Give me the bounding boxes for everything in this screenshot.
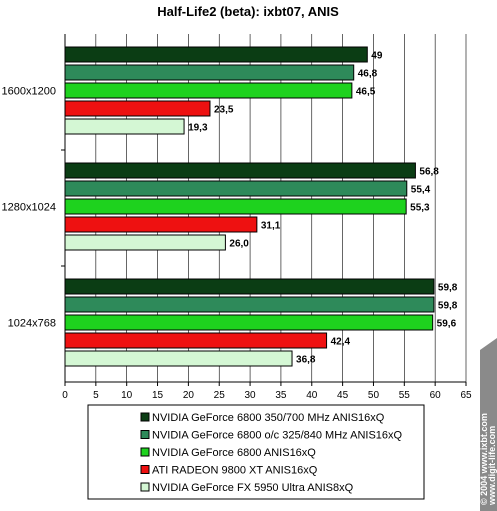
bar [64,350,293,367]
data-label: 36,8 [296,355,316,366]
legend-swatch [140,482,150,492]
legend-swatch [140,465,150,474]
bar [64,100,211,117]
x-tick-label: 50 [368,390,380,401]
watermark-text: © 2004 www.ixbt.com [479,413,489,505]
x-tick-label: 45 [337,390,349,401]
x-tick-label: 35 [275,390,287,401]
x-tick-label: 60 [430,390,442,401]
data-label: 31,1 [261,221,281,232]
bar [64,296,435,313]
data-label: 55,3 [410,203,430,214]
x-tick-label: 30 [245,390,257,401]
bar [64,198,407,215]
data-label: 42,4 [331,337,351,348]
bar [64,82,353,99]
data-label: 26,0 [229,239,249,250]
bar [64,332,328,349]
legend-entry: NVIDIA GeForce 6800 o/c 325/840 MHz ANIS… [152,430,403,442]
data-label: 46,8 [358,69,378,80]
data-label: 23,5 [214,105,234,116]
data-label: 59,8 [438,301,458,312]
legend-swatch [140,430,150,439]
bar [64,180,408,197]
x-tick-label: 15 [152,390,164,401]
x-tick-label: 25 [214,390,226,401]
data-label: 46,5 [356,87,376,98]
bar [64,278,435,295]
x-tick-label: 20 [183,390,195,401]
legend-entry: NVIDIA GeForce FX 5950 Ultra ANIS8xQ [152,482,354,494]
axes: 0 5 10 15 20 25 30 35 40 45 50 55 60 65 1600x1200 1280x… [2,34,472,401]
data-label: 56,8 [419,167,439,178]
x-tick-label: 5 [93,390,99,401]
legend: NVIDIA GeForce 6800 350/700 MHz ANIS16xQ… [87,404,425,500]
chart-title: Half-Life2 (beta): ixbt07, ANIS [157,4,339,19]
category-label: 1600x1200 [2,86,56,98]
legend-entry: NVIDIA GeForce 6800 ANIS16xQ [152,447,316,459]
bar [64,314,434,331]
data-label: 59,6 [437,319,457,330]
category-label: 1024x768 [8,318,56,330]
watermark-strip [480,338,497,511]
x-tick-label: 65 [460,390,472,401]
legend-entry: ATI RADEON 9800 XT ANIS16xQ [152,465,318,477]
bar [64,64,355,81]
x-tick-label: 10 [121,390,133,401]
bars: 49 46,8 46,5 23,5 19,3 56,8 55,4 55,3 31,1 26,0 59… [64,46,458,367]
data-label: 49 [371,51,383,62]
bar [64,46,368,63]
legend-entry: NVIDIA GeForce 6800 350/700 MHz ANIS16xQ [152,412,385,424]
data-label: 59,8 [438,283,458,294]
x-tick-label: 0 [62,390,68,401]
watermark-text: www.digit-life.com [487,426,497,506]
legend-swatch [140,412,150,422]
bar [64,162,416,179]
bar [64,118,185,135]
legend-swatch [140,447,150,457]
category-label: 1280x1024 [2,202,56,214]
x-tick-label: 40 [306,390,318,401]
data-label: 19,3 [188,123,208,134]
bar [64,216,258,233]
x-tick-label: 55 [399,390,411,401]
data-label: 55,4 [411,185,431,196]
bar [64,234,226,251]
